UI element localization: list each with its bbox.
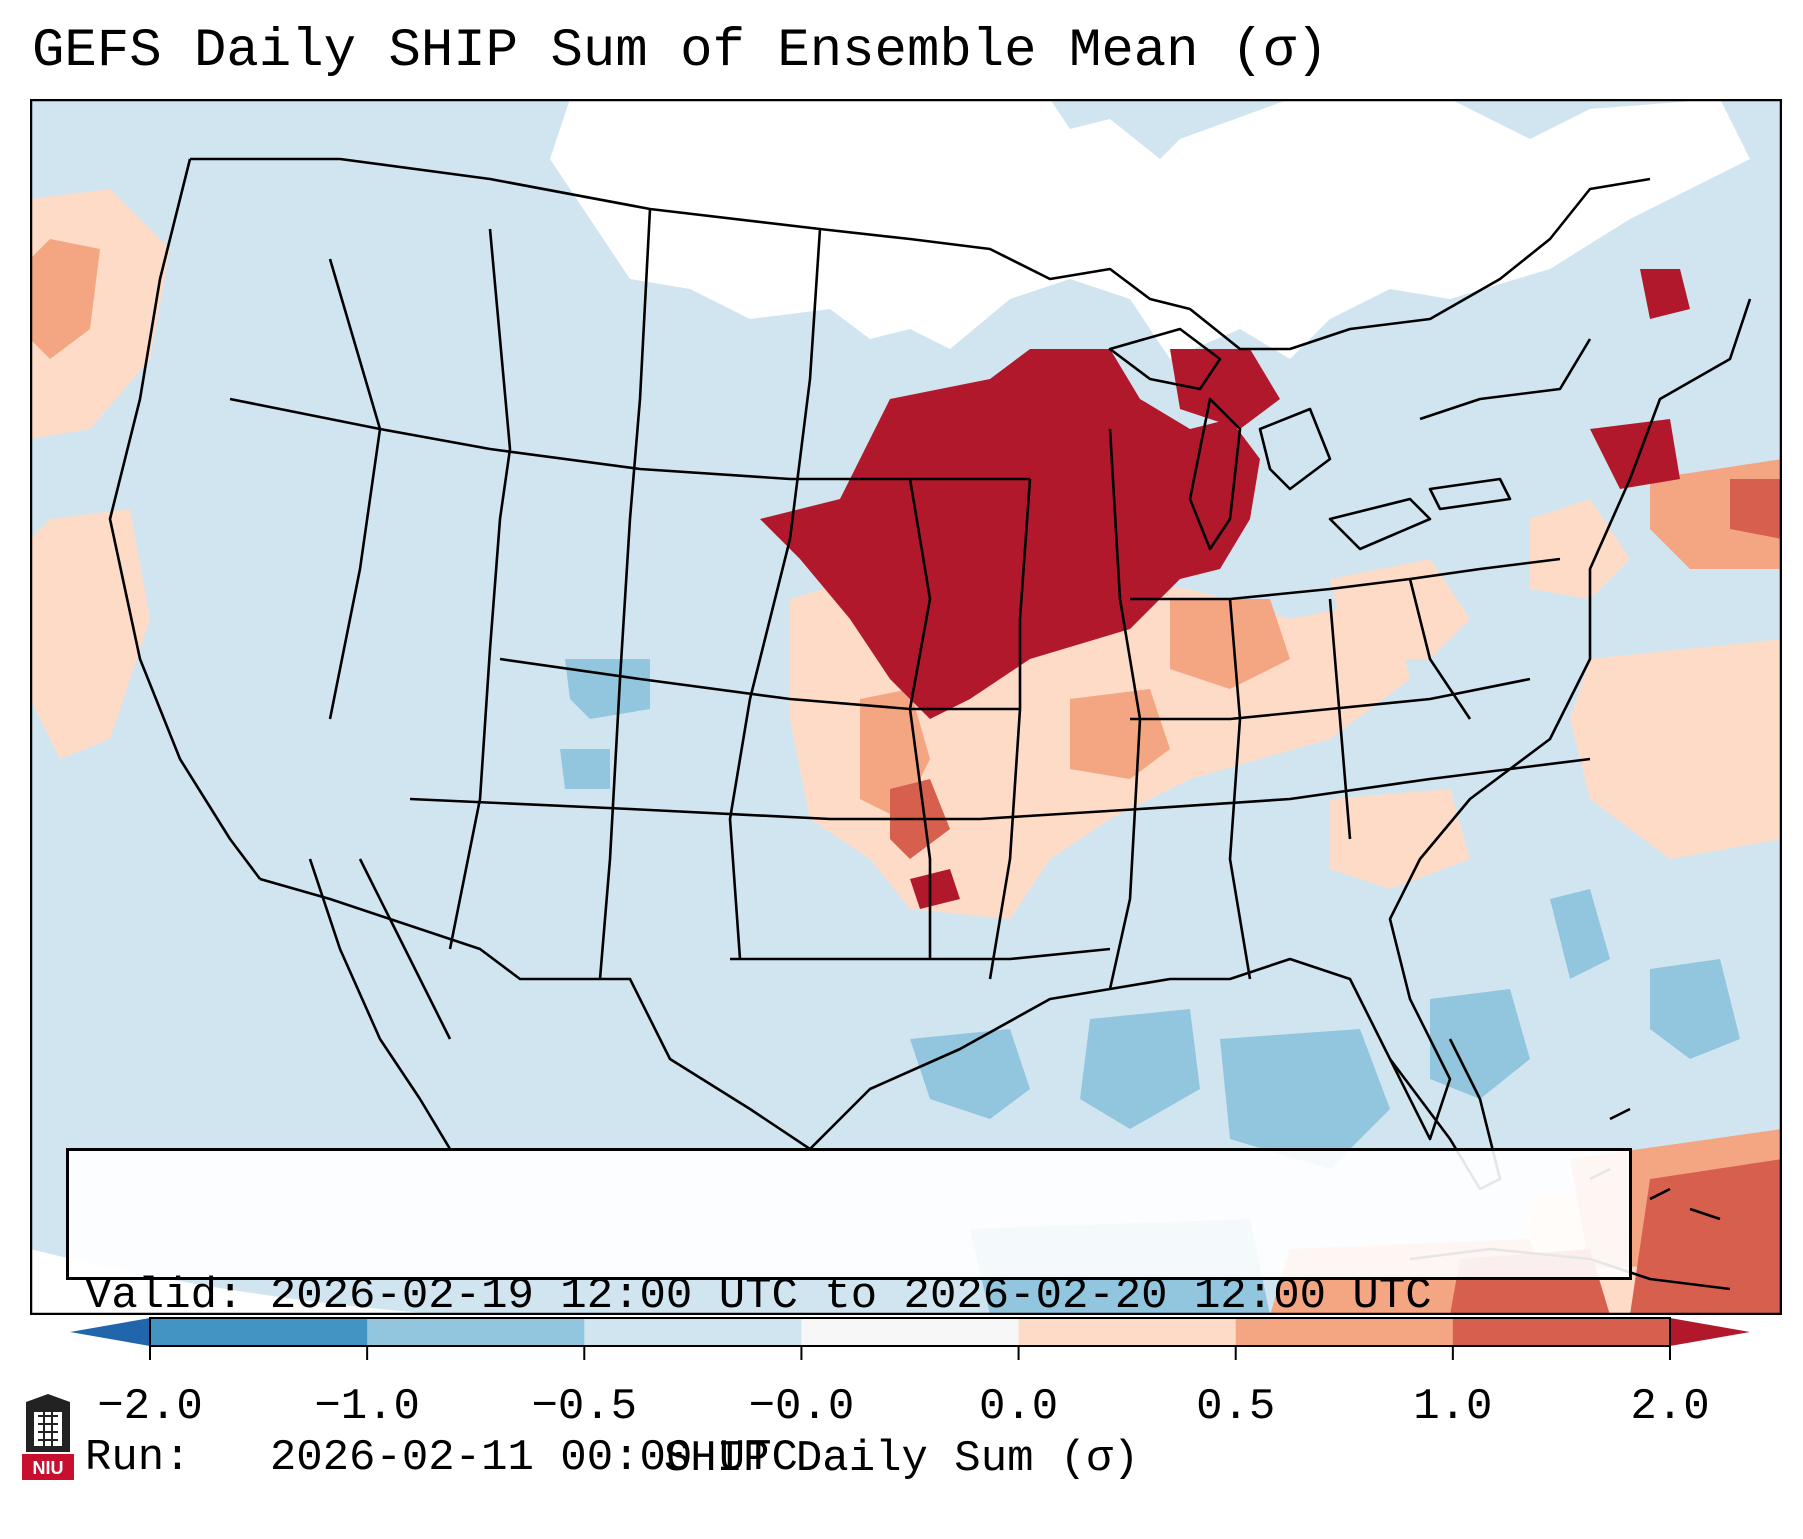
- colorbar-tick-label: −1.0: [314, 1382, 420, 1432]
- colorbar-tick-label: 0.0: [978, 1382, 1059, 1432]
- run-value: 2026-02-11 00:00 UTC: [269, 1433, 798, 1483]
- colorbar-tick-label: 0.5: [1196, 1382, 1276, 1432]
- extreme-positive-regions: [760, 269, 1690, 909]
- colorbar-bin-3: [801, 1318, 1020, 1346]
- colorbar-bin-5: [1235, 1318, 1454, 1346]
- map-title: GEFS Daily SHIP Sum of Ensemble Mean (σ): [32, 21, 1329, 82]
- colorbar-under-arrow: [70, 1318, 150, 1346]
- colorbar: [70, 1317, 1750, 1360]
- colorbar-tick-label: 2.0: [1630, 1382, 1710, 1432]
- valid-run-info-box: Valid: 2026-02-19 12:00 UTC to 2026-02-2…: [66, 1148, 1632, 1483]
- negative-anomaly-regions: [560, 659, 1740, 1315]
- colorbar-tick-label: −2.0: [97, 1382, 203, 1432]
- colorbar-bin-1: [367, 1318, 585, 1346]
- colorbar-ticks: −2.0 −1.0 −0.5 −0.0 0.0 0.5 1.0 2.0: [0, 1382, 1803, 1442]
- colorbar-bin-4: [1018, 1318, 1237, 1346]
- niu-logo: NIU: [22, 1394, 74, 1480]
- colorbar-bin-6: [1452, 1318, 1671, 1346]
- no-signal-region: [30, 99, 1750, 1315]
- ship-map: [30, 99, 1782, 1315]
- valid-value: 2026-02-19 12:00 UTC to 2026-02-20 12:00…: [269, 1271, 1432, 1321]
- colorbar-tick-label: −0.5: [531, 1382, 638, 1432]
- colorbar-label: SHIP Daily Sum (σ): [663, 1434, 1140, 1484]
- colorbar-tick-label: 1.0: [1413, 1382, 1493, 1432]
- colorbar-over-arrow: [1670, 1318, 1750, 1346]
- run-label: Run:: [85, 1433, 191, 1483]
- colorbar-frame: [149, 1317, 1671, 1347]
- colorbar-bin-0: [150, 1318, 368, 1346]
- colorbar-bin-2: [584, 1318, 802, 1346]
- map-frame: [30, 99, 1782, 1315]
- logo-text: NIU: [33, 1458, 64, 1478]
- valid-label: Valid:: [85, 1271, 244, 1321]
- colorbar-tick-label: −0.0: [748, 1382, 855, 1432]
